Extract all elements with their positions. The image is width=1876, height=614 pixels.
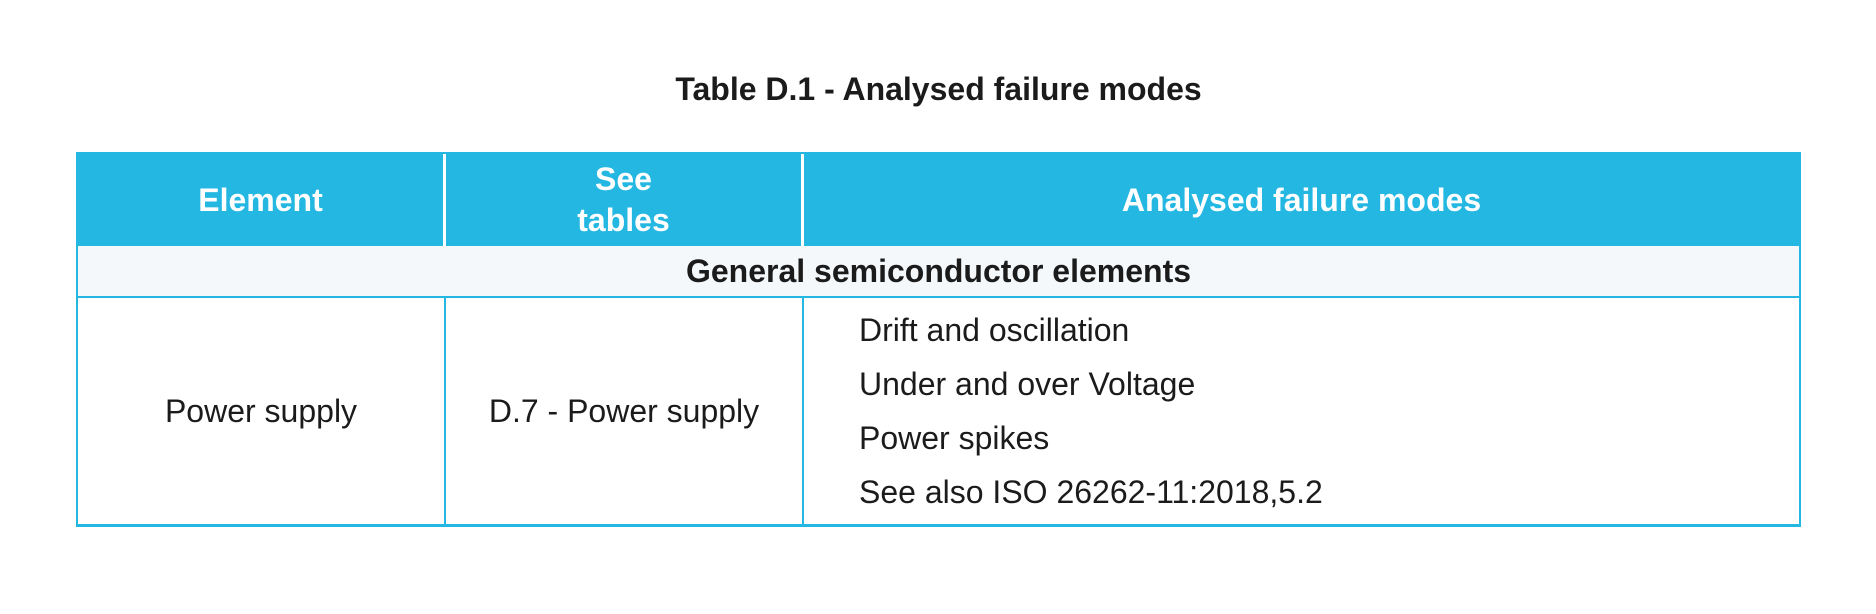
failure-mode-reference-line: See also ISO 26262-11:2018,5.2 — [859, 474, 1323, 510]
section-header-label: General semiconductor elements — [685, 252, 1192, 289]
section-header-row: General semiconductor elements — [78, 246, 1799, 298]
table-row: Power supply D.7 - Power supply Drift an… — [78, 298, 1799, 524]
column-header-analysed-failure-modes: Analysed failure modes — [1121, 181, 1482, 218]
cell-failure-modes: Drift and oscillation Under and over Vol… — [804, 298, 1799, 524]
table-header-row: Element See tables Analysed failure mode… — [78, 154, 1799, 246]
table-caption: Table D.1 - Analysed failure modes — [675, 71, 1202, 107]
failure-mode-line: Under and over Voltage — [859, 366, 1196, 402]
cell-element: Power supply — [78, 298, 446, 524]
failure-modes-table: Element See tables Analysed failure mode… — [76, 152, 1801, 527]
cell-see-tables: D.7 - Power supply — [446, 298, 804, 524]
column-header-element: Element — [78, 154, 446, 246]
failure-mode-line: Drift and oscillation — [859, 312, 1130, 348]
failure-mode-line: Power spikes — [859, 420, 1050, 456]
column-header-see-tables: See tables — [446, 154, 804, 246]
